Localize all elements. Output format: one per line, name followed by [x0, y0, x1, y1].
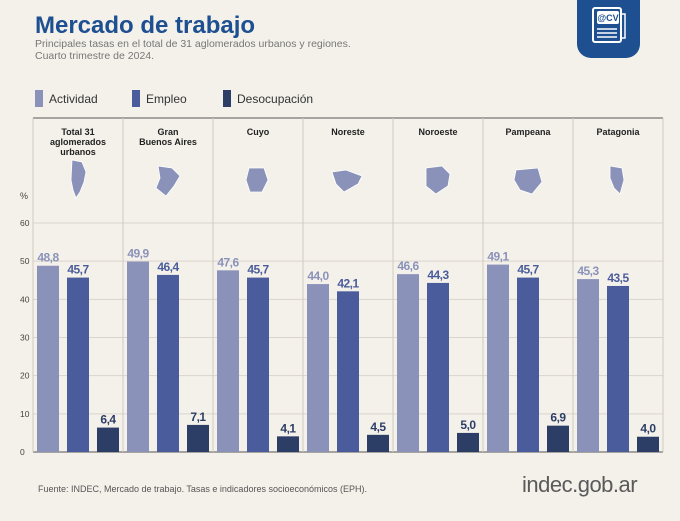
bar-desocupación: [277, 436, 299, 452]
legend-swatch-desocupacion: [223, 90, 231, 107]
legend-swatch-empleo: [132, 90, 140, 107]
data-label: 5,0: [460, 418, 476, 432]
cv-document-icon: @CV: [592, 7, 626, 43]
data-label: 46,4: [157, 260, 179, 274]
category-label: Total 31: [61, 127, 94, 137]
map-patagonia-icon: [609, 165, 625, 195]
brand-logo: indec.gob.ar: [522, 472, 638, 497]
legend-item-empleo: Empleo: [132, 90, 187, 107]
bar-desocupación: [367, 434, 389, 452]
bar-desocupación: [457, 432, 479, 452]
legend-label-empleo: Empleo: [146, 91, 187, 106]
bar-desocupación: [97, 427, 119, 452]
data-label: 47,6: [217, 255, 239, 269]
data-label: 45,7: [517, 263, 539, 277]
map-noroeste-icon: [425, 165, 451, 195]
y-tick-label: 50: [20, 256, 30, 266]
data-label: 7,1: [190, 410, 206, 424]
y-tick-label: 20: [20, 371, 30, 381]
data-label: 4,0: [640, 422, 656, 436]
data-label: 4,5: [370, 420, 386, 434]
map-gran-buenos-aires-icon: [155, 165, 181, 197]
bar-actividad: [307, 284, 329, 452]
bar-desocupación: [637, 436, 659, 452]
data-label: 45,7: [247, 263, 269, 277]
y-tick-label: 40: [20, 294, 30, 304]
category-label: aglomerados: [50, 137, 106, 147]
map-noreste-icon: [331, 169, 363, 193]
category-label: Buenos Aires: [139, 137, 197, 147]
category-label: Patagonia: [596, 127, 640, 137]
bar-empleo: [67, 277, 89, 452]
data-label: 42,1: [337, 276, 359, 290]
bar-actividad: [487, 264, 509, 452]
y-tick-label: 60: [20, 218, 30, 228]
cv-badge: @CV: [577, 0, 640, 58]
bar-actividad: [37, 265, 59, 452]
legend-label-actividad: Actividad: [49, 91, 98, 106]
map-argentina-icon: [70, 159, 87, 199]
data-label: 46,6: [397, 259, 419, 273]
bar-desocupación: [547, 425, 569, 452]
data-label: 49,1: [487, 250, 509, 264]
data-label: 4,1: [280, 421, 296, 435]
data-label: 49,9: [127, 247, 149, 261]
y-axis-label: %: [20, 191, 28, 201]
page-title: Mercado de trabajo: [35, 12, 256, 39]
data-label: 45,3: [577, 264, 599, 278]
data-label: 6,9: [550, 411, 566, 425]
subtitle-line-2: Cuarto trimestre de 2024.: [35, 50, 155, 62]
y-tick-label: 30: [20, 333, 30, 343]
bar-actividad: [577, 279, 599, 452]
bar-actividad: [397, 274, 419, 452]
bar-empleo: [157, 274, 179, 452]
legend-label-desocupacion: Desocupación: [237, 91, 314, 106]
category-label: Noroeste: [418, 127, 457, 137]
legend-item-desocupacion: Desocupación: [223, 90, 313, 107]
category-label: Gran: [157, 127, 178, 137]
bar-actividad: [127, 261, 149, 452]
data-label: 44,3: [427, 268, 449, 282]
bar-empleo: [247, 277, 269, 452]
subtitle-line-1: Principales tasas en el total de 31 aglo…: [35, 38, 351, 50]
map-cuyo-icon: [245, 167, 269, 193]
data-label: 45,7: [67, 263, 89, 277]
y-tick-label: 10: [20, 409, 30, 419]
data-label: 44,0: [307, 269, 329, 283]
bar-desocupación: [187, 424, 209, 452]
legend-swatch-actividad: [35, 90, 43, 107]
category-label: Pampeana: [505, 127, 551, 137]
y-tick-label: 0: [20, 447, 25, 457]
bar-empleo: [517, 277, 539, 452]
bar-empleo: [607, 285, 629, 452]
category-label: Noreste: [331, 127, 365, 137]
bar-actividad: [217, 270, 239, 452]
data-label: 6,4: [100, 413, 116, 427]
map-pampeana-icon: [513, 167, 543, 195]
data-label: 48,8: [37, 251, 59, 265]
source-note: Fuente: INDEC, Mercado de trabajo. Tasas…: [38, 484, 367, 494]
cv-badge-text: @CV: [597, 13, 618, 23]
category-label: Cuyo: [247, 127, 270, 137]
data-label: 43,5: [607, 271, 629, 285]
bar-empleo: [337, 291, 359, 452]
category-label: urbanos: [60, 147, 96, 157]
legend-item-actividad: Actividad: [35, 90, 98, 107]
bar-empleo: [427, 282, 449, 452]
